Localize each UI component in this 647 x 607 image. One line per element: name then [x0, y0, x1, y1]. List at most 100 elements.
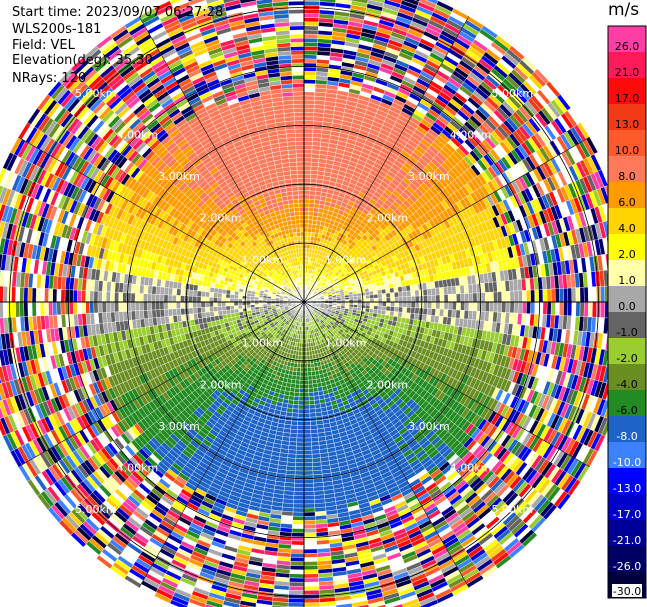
- range-gate: [299, 384, 305, 389]
- range-gate: [295, 466, 305, 472]
- range-gate: [291, 412, 299, 418]
- range-gate: [303, 215, 309, 220]
- range-gate: [319, 0, 336, 3]
- range-gate: [365, 294, 371, 299]
- range-gate: [303, 380, 309, 385]
- range-gate: [303, 470, 314, 476]
- range-gate: [298, 392, 305, 397]
- range-gate: [303, 557, 318, 562]
- range-gate: [600, 301, 606, 318]
- range-gate: [303, 219, 309, 224]
- range-gate: [311, 149, 321, 155]
- range-gate: [303, 145, 313, 150]
- range-gate: [406, 290, 412, 297]
- range-gate: [303, 211, 309, 216]
- range-gate: [296, 371, 301, 377]
- range-gate: [300, 363, 305, 369]
- range-gate: [291, 528, 305, 534]
- range-gate: [303, 157, 312, 163]
- range-gate: [294, 483, 305, 488]
- range-gate: [534, 289, 540, 303]
- range-gate: [303, 108, 315, 113]
- range-gate: [426, 288, 432, 296]
- range-gate: [600, 286, 606, 303]
- range-gate: [382, 297, 387, 303]
- range-gate: [303, 400, 310, 406]
- range-gate: [308, 396, 315, 401]
- range-gate: [517, 290, 523, 303]
- range-gate: [308, 203, 315, 208]
- range-gate: [287, 449, 297, 455]
- range-gate: [385, 292, 391, 298]
- range-gate: [357, 295, 362, 300]
- range-gate: [300, 367, 305, 373]
- range-gate: [567, 301, 573, 317]
- range-gate: [292, 511, 305, 517]
- range-gate: [289, 577, 305, 583]
- range-gate: [439, 294, 445, 303]
- range-gate: [306, 355, 311, 360]
- range-gate: [310, 433, 319, 439]
- range-gate: [307, 363, 312, 369]
- range-gate: [406, 307, 412, 314]
- range-gate: [290, 548, 305, 554]
- range-gate: [415, 301, 420, 309]
- range-gate: [303, 112, 315, 117]
- range-gate: [303, 553, 318, 558]
- range-gate: [422, 288, 428, 296]
- range-gate: [290, 428, 298, 434]
- range-gate: [303, 565, 319, 571]
- range-gate: [303, 528, 317, 534]
- range-gate: [398, 301, 404, 308]
- range-gate: [290, 420, 298, 426]
- range-gate: [406, 296, 412, 303]
- range-gate: [386, 301, 391, 307]
- range-gate: [382, 301, 387, 307]
- range-gate: [575, 287, 581, 303]
- range-gate: [414, 289, 420, 297]
- range-gate: [311, 157, 320, 163]
- range-gate: [435, 294, 441, 303]
- range-gate: [303, 116, 314, 121]
- range-gate: [303, 198, 310, 204]
- range-gate: [293, 487, 305, 492]
- range-gate: [293, 392, 300, 397]
- range-gate: [555, 301, 560, 316]
- range-gate: [294, 470, 305, 476]
- range-gate: [288, 598, 305, 604]
- range-gate: [443, 309, 449, 318]
- range-gate: [410, 290, 416, 297]
- range-gate: [303, 54, 318, 60]
- range-gate: [303, 540, 317, 546]
- range-gate: [303, 363, 308, 369]
- range-gate: [307, 219, 313, 225]
- range-gate: [303, 404, 310, 410]
- range-gate: [303, 21, 319, 27]
- range-gate: [563, 288, 569, 303]
- range-gate: [303, 491, 315, 496]
- range-gate: [414, 307, 420, 315]
- range-gate: [373, 297, 379, 303]
- range-gate: [542, 301, 548, 315]
- range-gate: [303, 50, 318, 56]
- range-gate: [303, 79, 316, 84]
- range-gate: [505, 301, 511, 313]
- range-gate: [289, 565, 305, 571]
- range-gate: [310, 362, 315, 368]
- range-gate: [303, 487, 315, 492]
- range-gate: [509, 301, 515, 314]
- range-gate: [295, 450, 305, 455]
- range-gate: [303, 408, 310, 414]
- range-gate: [559, 288, 564, 303]
- range-gate: [398, 306, 403, 313]
- range-gate: [493, 291, 498, 303]
- range-gate: [501, 301, 507, 313]
- range-gate: [431, 294, 437, 303]
- range-gate: [306, 359, 311, 364]
- range-gate: [299, 375, 305, 381]
- range-gate: [534, 301, 540, 315]
- range-gate: [530, 301, 536, 315]
- range-gate: [373, 294, 379, 299]
- range-gate: [303, 532, 317, 538]
